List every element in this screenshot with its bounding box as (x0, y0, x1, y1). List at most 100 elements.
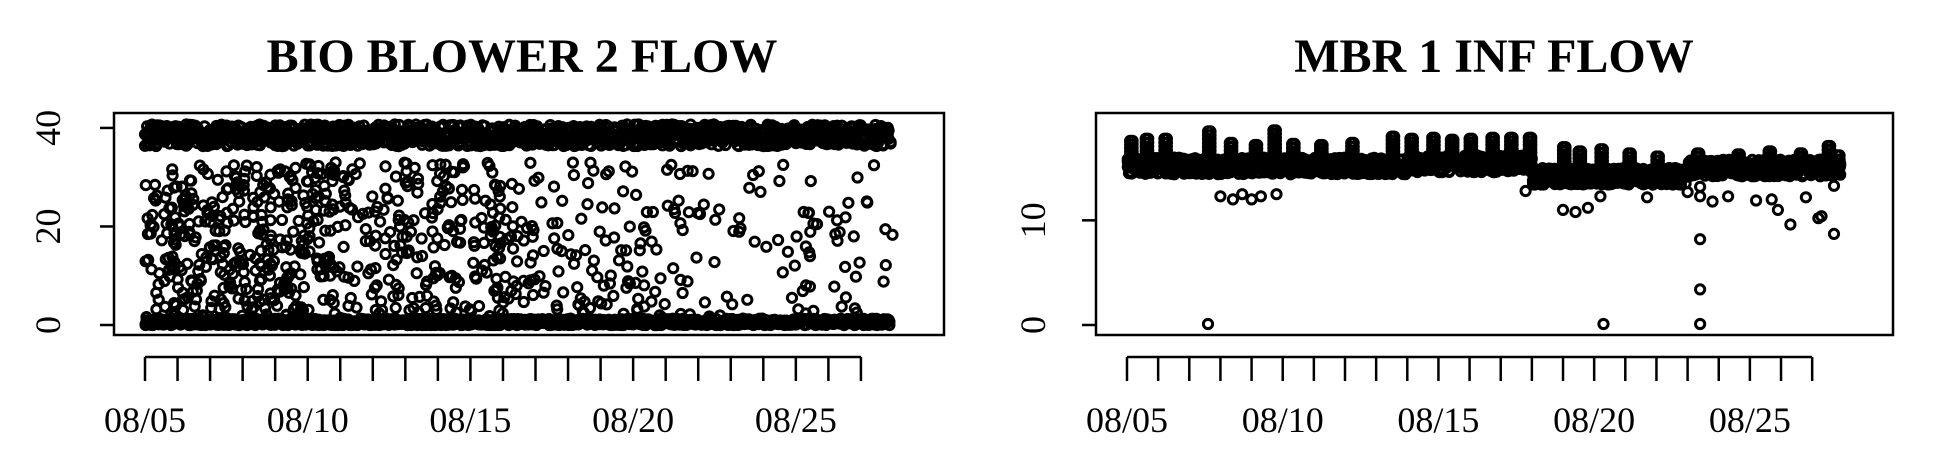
data-point (658, 298, 671, 311)
data-point (697, 198, 710, 211)
x-tick-label: 08/10 (267, 400, 349, 440)
data-point (216, 258, 229, 271)
data-point (556, 194, 569, 207)
data-point (582, 177, 595, 190)
data-point (258, 191, 271, 204)
data-point (350, 301, 363, 314)
data-point (674, 217, 687, 230)
data-point (337, 240, 350, 253)
data-point (426, 225, 439, 238)
data-point (665, 158, 678, 171)
data-point (506, 201, 519, 214)
data-point (155, 234, 168, 247)
data-point (438, 238, 451, 252)
data-point (469, 192, 482, 205)
data-point (884, 137, 897, 150)
data-point (289, 181, 302, 194)
data-point (537, 244, 550, 258)
data-point (374, 215, 387, 228)
data-point (567, 169, 581, 182)
data-point (379, 160, 392, 173)
data-point (185, 174, 198, 187)
data-point (188, 300, 201, 313)
data-point (427, 241, 440, 254)
data-point (328, 307, 341, 320)
data-point (389, 170, 403, 183)
data-point (608, 202, 621, 215)
data-point (317, 293, 330, 306)
data-point (596, 201, 609, 214)
data-point (408, 161, 421, 174)
data-point (286, 310, 299, 324)
data-point (526, 230, 539, 243)
data-point (431, 203, 444, 216)
data-point (455, 183, 469, 196)
data-point (552, 265, 565, 278)
data-point (264, 168, 277, 181)
data-point (467, 256, 480, 269)
data-point (450, 306, 463, 319)
data-point (319, 224, 332, 237)
data-point (176, 180, 189, 193)
data-point (246, 294, 259, 308)
data-point (339, 196, 352, 209)
data-points (1121, 124, 1847, 331)
data-point (445, 165, 459, 178)
data-point (142, 253, 155, 266)
data-point (499, 213, 512, 226)
data-point (234, 245, 247, 258)
data-point (804, 175, 817, 188)
data-point (359, 223, 372, 236)
data-point (189, 312, 202, 325)
data-point (185, 274, 198, 287)
data-point (654, 272, 667, 285)
data-point (153, 267, 166, 280)
data-point (573, 299, 586, 312)
data-point (626, 165, 639, 178)
data-point (823, 205, 836, 218)
data-point (287, 225, 300, 238)
data-point (275, 213, 289, 227)
data-point (883, 318, 896, 332)
x-axis: 08/05 08/10 08/15 08/20 08/25 (104, 355, 863, 440)
data-point (690, 251, 703, 264)
data-point (804, 225, 817, 238)
data-point (708, 256, 721, 269)
data-point (232, 292, 245, 305)
data-point (445, 196, 458, 209)
data-point (748, 235, 761, 248)
data-point (470, 272, 483, 285)
data-point (702, 167, 715, 180)
data-point (413, 290, 426, 303)
data-point (377, 203, 390, 216)
data-point (170, 180, 183, 193)
data-point (163, 202, 176, 215)
data-point (273, 195, 286, 208)
data-point (593, 225, 606, 238)
data-point (327, 261, 341, 274)
data-point (681, 275, 694, 288)
data-point (368, 281, 381, 294)
data-point (339, 219, 352, 232)
data-point (344, 291, 357, 305)
data-point (831, 214, 844, 227)
data-point (839, 260, 852, 273)
data-point (253, 274, 266, 287)
data-point (785, 291, 799, 304)
data-point (788, 259, 801, 272)
data-point (274, 233, 287, 246)
data-point (410, 267, 423, 280)
data-point (698, 296, 712, 309)
data-point (842, 196, 855, 209)
data-point (300, 157, 313, 170)
data-point (649, 285, 662, 298)
data-point (879, 259, 892, 272)
data-point (562, 229, 575, 242)
data-point (535, 196, 548, 209)
data-point (566, 156, 580, 169)
data-point (183, 225, 196, 238)
data-point (575, 212, 588, 225)
